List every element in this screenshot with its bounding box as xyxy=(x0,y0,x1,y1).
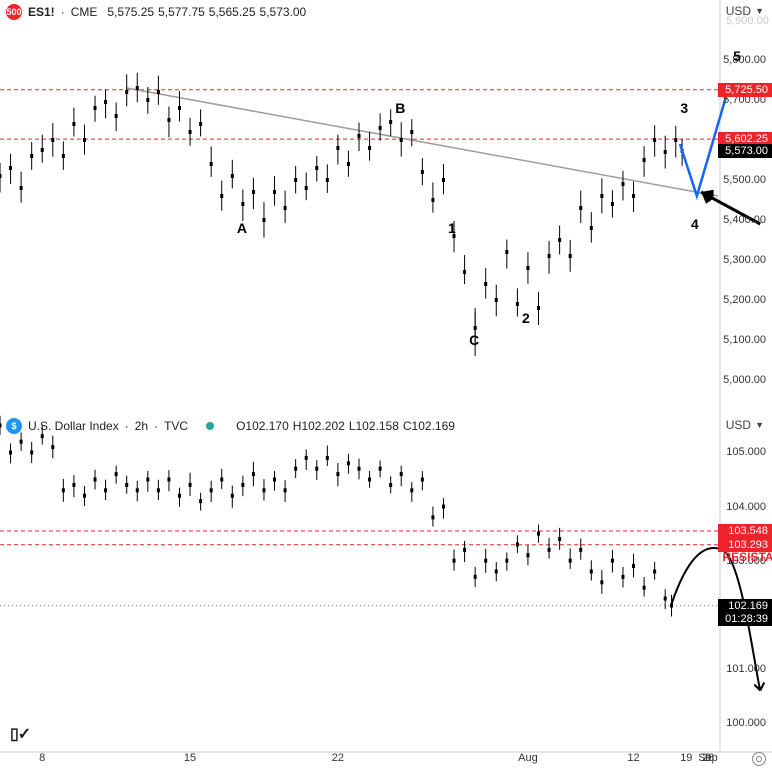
time-tick: 9 xyxy=(705,752,711,764)
bot-symbol-header[interactable]: $ U.S. Dollar Index · 2h · TVC O102.170H… xyxy=(6,418,455,434)
top-exchange: CME xyxy=(71,5,98,19)
bot-symbol: U.S. Dollar Index xyxy=(28,419,119,433)
bot-price-axis[interactable]: 100.000101.000103.000104.000105.000103.5… xyxy=(720,420,772,750)
time-tick: 22 xyxy=(332,752,344,764)
time-tick: 8 xyxy=(39,752,45,764)
bot-ohlc: O102.170H102.202L102.158C102.169 xyxy=(232,419,455,433)
price-label: 5,725.50 xyxy=(718,83,772,97)
wave-label: 2 xyxy=(522,310,530,326)
tradingview-logo-icon: ▯✓ xyxy=(10,724,30,744)
axis-tick: 100.000 xyxy=(726,717,766,729)
dxy-logo-icon: $ xyxy=(6,418,22,434)
axis-tick: 101.000 xyxy=(726,663,766,675)
bot-exchange: TVC xyxy=(164,419,188,433)
axis-tick: 5,100.00 xyxy=(723,334,766,346)
top-dot: · xyxy=(61,5,65,19)
axis-tick: 105.000 xyxy=(726,446,766,458)
top-symbol: ES1! xyxy=(28,5,55,19)
wave-label: 3 xyxy=(680,100,688,116)
top-symbol-header[interactable]: 500 ES1! · CME 5,575.255,577.755,565.255… xyxy=(6,4,306,20)
top-chart-svg: 5,900.00 xyxy=(0,0,772,772)
axis-tick: 5,200.00 xyxy=(723,294,766,306)
bot-timeframe: 2h xyxy=(135,419,148,433)
top-ohlc: 5,575.255,577.755,565.255,573.00 xyxy=(103,5,306,19)
status-dot-icon xyxy=(206,422,214,430)
price-label: 01:28:39 xyxy=(718,612,772,626)
axis-tick: 5,500.00 xyxy=(723,174,766,186)
price-label: 5,573.00 xyxy=(718,144,772,158)
chevron-down-icon: ▼ xyxy=(755,6,764,16)
resistance-label: RESISTANCE xyxy=(722,550,772,564)
time-tick: Aug xyxy=(518,752,538,764)
chart-canvas: 5,900.00 500 ES1! · CME 5,575.255,577.75… xyxy=(0,0,772,772)
price-label: 103.548 xyxy=(718,524,772,538)
time-axis[interactable]: 81522Aug121926Sep9 xyxy=(0,752,720,766)
top-price-axis[interactable]: 5,000.00 5,100.00 5,200.00 5,300.00 5,400.00… xyxy=(720,20,772,400)
top-currency-selector[interactable]: USD ▼ xyxy=(726,4,764,18)
axis-tick: 5,800.00 xyxy=(723,54,766,66)
axis-tick: 5,400.00 xyxy=(723,214,766,226)
wave-label: A xyxy=(237,220,247,236)
top-currency: USD xyxy=(726,4,751,18)
axis-tick: 5,000.00 xyxy=(723,374,766,386)
price-label: 102.169 xyxy=(718,599,772,613)
axis-tick: 104.000 xyxy=(726,501,766,513)
wave-label: C xyxy=(469,332,479,348)
time-tick: 15 xyxy=(184,752,196,764)
wave-label: B xyxy=(395,100,405,116)
time-tick: 12 xyxy=(627,752,639,764)
time-tick: 19 xyxy=(680,752,692,764)
wave-label: 4 xyxy=(691,216,699,232)
es-logo-icon: 500 xyxy=(6,4,22,20)
axis-tick: 5,300.00 xyxy=(723,254,766,266)
wave-label: 1 xyxy=(448,220,456,236)
wave-label: 5 xyxy=(733,48,741,64)
gear-icon[interactable] xyxy=(752,752,766,766)
